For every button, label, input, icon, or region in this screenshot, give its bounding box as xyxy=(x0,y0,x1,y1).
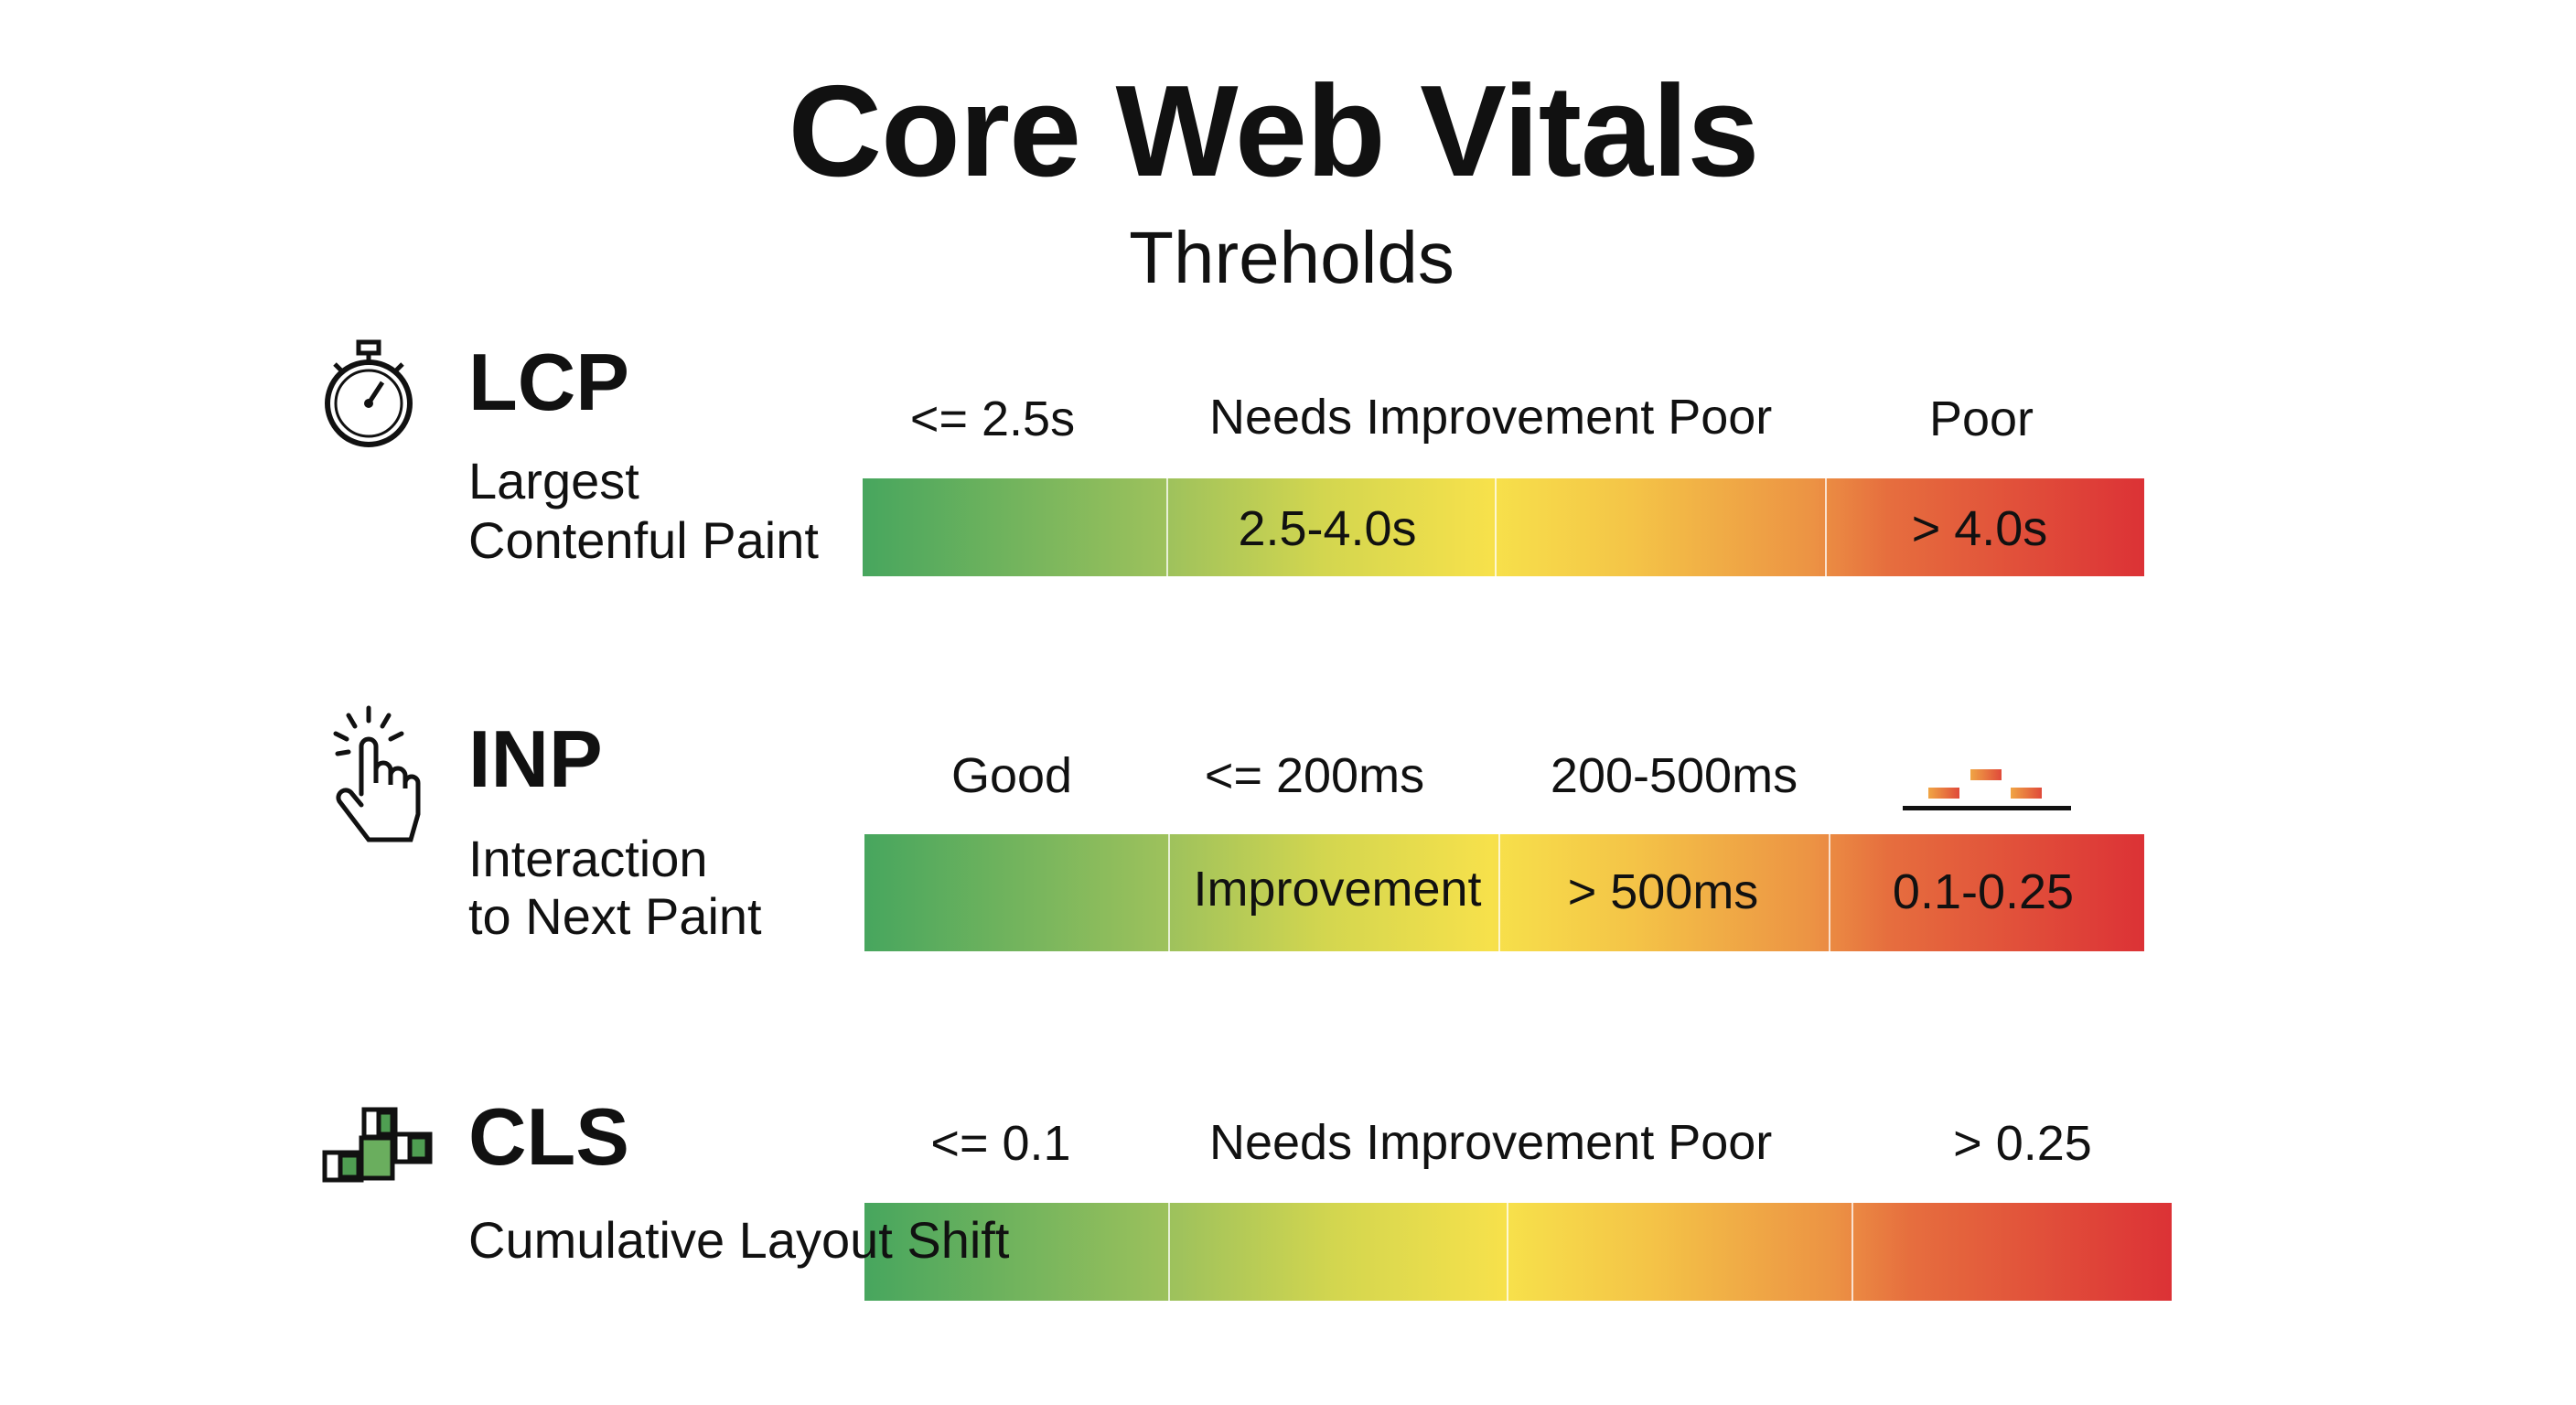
threshold-label: Needs Improvement Poor xyxy=(1209,390,1773,445)
bar-segment-label: > 4.0s xyxy=(1911,501,2048,556)
bar-segment-label: > 500ms xyxy=(1567,864,1759,919)
page-subtitle: Threholds xyxy=(1129,217,1454,298)
bar-segment-label: Improvement xyxy=(1193,862,1482,917)
bar-segment-label: 2.5-4.0s xyxy=(1238,501,1417,556)
metric-name-line: Largest xyxy=(468,452,639,509)
threshold-label: <= 0.1 xyxy=(930,1116,1071,1171)
shifting-blocks-icon xyxy=(322,1107,433,1183)
metric-name-line: Contenful Paint xyxy=(468,511,819,569)
metric-name-line: Cumulative Layout Shift xyxy=(468,1211,1010,1269)
threshold-label: > 0.25 xyxy=(1953,1116,2092,1171)
threshold-label: Needs Improvement Poor xyxy=(1209,1115,1773,1170)
bar-segment-label: 0.1-0.25 xyxy=(1892,864,2075,919)
page-title: Core Web Vitals xyxy=(788,59,1760,204)
threshold-label: <= 200ms xyxy=(1204,748,1425,803)
metric-name-line: to Next Paint xyxy=(468,887,762,945)
threshold-label: Poor xyxy=(1928,391,2034,446)
inp-threshold-bar xyxy=(864,834,2144,951)
blocks-chart-icon xyxy=(1903,769,2071,810)
threshold-label: <= 2.5s xyxy=(909,391,1076,446)
lcp-threshold-bar xyxy=(863,478,2144,576)
metric-abbr-lcp: LCP xyxy=(468,337,629,427)
stopwatch-icon xyxy=(325,339,413,447)
metric-name-line: Interaction xyxy=(468,830,708,887)
pointer-hand-click-icon xyxy=(333,705,421,842)
threshold-label: Good xyxy=(950,748,1073,803)
metric-abbr-inp: INP xyxy=(468,713,603,804)
threshold-label: 200-500ms xyxy=(1550,748,1798,803)
cls-threshold-bar xyxy=(864,1203,2172,1301)
metric-abbr-cls: CLS xyxy=(468,1091,629,1182)
